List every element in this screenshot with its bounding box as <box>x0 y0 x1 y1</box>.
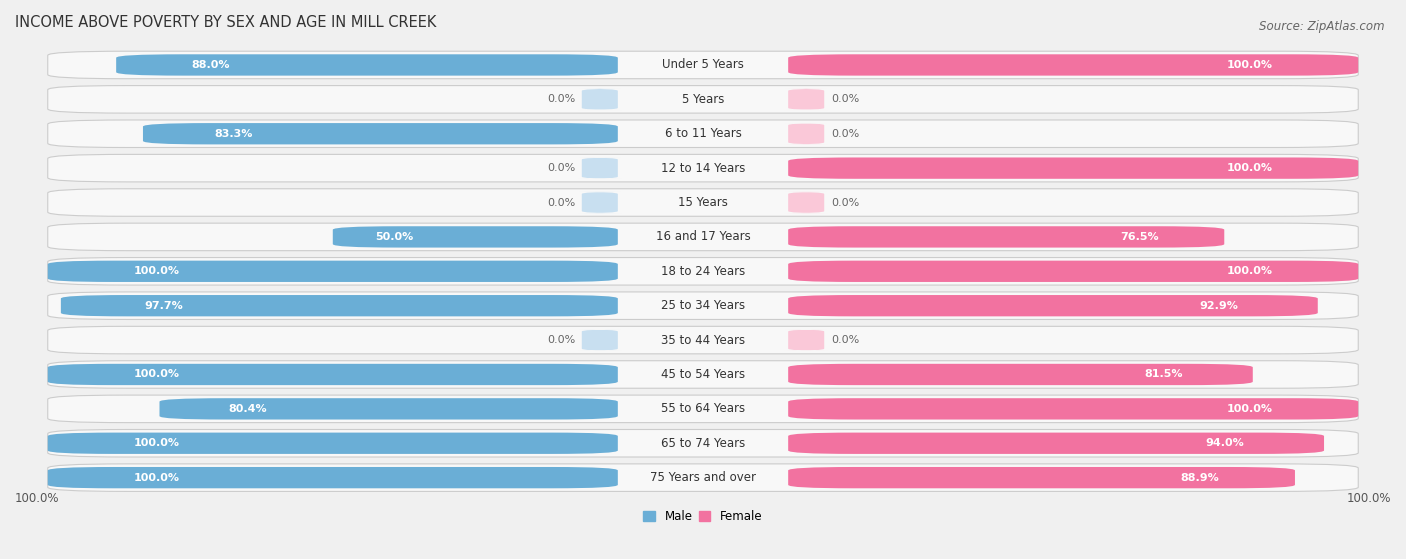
Text: 35 to 44 Years: 35 to 44 Years <box>661 334 745 347</box>
Text: 100.0%: 100.0% <box>1226 266 1272 276</box>
FancyBboxPatch shape <box>60 295 617 316</box>
FancyBboxPatch shape <box>789 467 1295 489</box>
FancyBboxPatch shape <box>785 192 828 213</box>
Text: 97.7%: 97.7% <box>145 301 183 311</box>
FancyBboxPatch shape <box>578 192 621 213</box>
Text: 88.0%: 88.0% <box>191 60 231 70</box>
FancyBboxPatch shape <box>789 364 1253 385</box>
FancyBboxPatch shape <box>48 189 1358 216</box>
Text: 81.5%: 81.5% <box>1144 369 1182 380</box>
FancyBboxPatch shape <box>578 329 621 350</box>
FancyBboxPatch shape <box>159 398 617 419</box>
Text: 6 to 11 Years: 6 to 11 Years <box>665 127 741 140</box>
FancyBboxPatch shape <box>117 54 617 75</box>
FancyBboxPatch shape <box>785 123 828 144</box>
Text: Under 5 Years: Under 5 Years <box>662 59 744 72</box>
Text: 12 to 14 Years: 12 to 14 Years <box>661 162 745 174</box>
FancyBboxPatch shape <box>48 260 617 282</box>
FancyBboxPatch shape <box>48 120 1358 148</box>
Text: 0.0%: 0.0% <box>831 335 859 345</box>
Text: 100.0%: 100.0% <box>134 266 180 276</box>
Text: 80.4%: 80.4% <box>228 404 267 414</box>
Text: 75 Years and over: 75 Years and over <box>650 471 756 484</box>
FancyBboxPatch shape <box>48 467 617 489</box>
Text: 76.5%: 76.5% <box>1121 232 1159 242</box>
Text: 55 to 64 Years: 55 to 64 Years <box>661 402 745 415</box>
Text: 83.3%: 83.3% <box>214 129 253 139</box>
Text: 5 Years: 5 Years <box>682 93 724 106</box>
FancyBboxPatch shape <box>143 123 617 144</box>
Text: 100.0%: 100.0% <box>1226 60 1272 70</box>
FancyBboxPatch shape <box>48 154 1358 182</box>
FancyBboxPatch shape <box>48 395 1358 423</box>
FancyBboxPatch shape <box>48 361 1358 389</box>
Text: 18 to 24 Years: 18 to 24 Years <box>661 265 745 278</box>
Text: 94.0%: 94.0% <box>1205 438 1244 448</box>
FancyBboxPatch shape <box>48 86 1358 113</box>
Text: 100.0%: 100.0% <box>15 492 59 505</box>
FancyBboxPatch shape <box>578 158 621 179</box>
FancyBboxPatch shape <box>789 295 1317 316</box>
FancyBboxPatch shape <box>785 329 828 350</box>
Text: 100.0%: 100.0% <box>134 473 180 482</box>
FancyBboxPatch shape <box>48 258 1358 285</box>
Text: 0.0%: 0.0% <box>547 197 575 207</box>
FancyBboxPatch shape <box>48 364 617 385</box>
Text: 0.0%: 0.0% <box>831 197 859 207</box>
FancyBboxPatch shape <box>48 292 1358 319</box>
Text: 88.9%: 88.9% <box>1180 473 1219 482</box>
Text: 15 Years: 15 Years <box>678 196 728 209</box>
Text: 0.0%: 0.0% <box>547 163 575 173</box>
Text: 0.0%: 0.0% <box>547 94 575 105</box>
Text: 92.9%: 92.9% <box>1199 301 1239 311</box>
FancyBboxPatch shape <box>48 326 1358 354</box>
FancyBboxPatch shape <box>789 260 1358 282</box>
FancyBboxPatch shape <box>789 433 1324 454</box>
Text: 0.0%: 0.0% <box>831 94 859 105</box>
Text: 0.0%: 0.0% <box>831 129 859 139</box>
FancyBboxPatch shape <box>789 398 1358 419</box>
FancyBboxPatch shape <box>48 223 1358 250</box>
FancyBboxPatch shape <box>785 89 828 110</box>
FancyBboxPatch shape <box>48 464 1358 491</box>
FancyBboxPatch shape <box>789 158 1358 179</box>
Text: 65 to 74 Years: 65 to 74 Years <box>661 437 745 450</box>
Text: 100.0%: 100.0% <box>1347 492 1391 505</box>
Text: 100.0%: 100.0% <box>134 369 180 380</box>
Text: 100.0%: 100.0% <box>1226 404 1272 414</box>
Text: Source: ZipAtlas.com: Source: ZipAtlas.com <box>1260 20 1385 32</box>
FancyBboxPatch shape <box>48 433 617 454</box>
Text: 50.0%: 50.0% <box>375 232 413 242</box>
FancyBboxPatch shape <box>789 226 1225 248</box>
Text: 0.0%: 0.0% <box>547 335 575 345</box>
Text: 16 and 17 Years: 16 and 17 Years <box>655 230 751 243</box>
Text: 100.0%: 100.0% <box>134 438 180 448</box>
Text: 25 to 34 Years: 25 to 34 Years <box>661 299 745 312</box>
FancyBboxPatch shape <box>578 89 621 110</box>
FancyBboxPatch shape <box>333 226 617 248</box>
Legend: Male, Female: Male, Female <box>644 510 762 523</box>
Text: 100.0%: 100.0% <box>1226 163 1272 173</box>
Text: 45 to 54 Years: 45 to 54 Years <box>661 368 745 381</box>
FancyBboxPatch shape <box>48 51 1358 79</box>
FancyBboxPatch shape <box>48 429 1358 457</box>
Text: INCOME ABOVE POVERTY BY SEX AND AGE IN MILL CREEK: INCOME ABOVE POVERTY BY SEX AND AGE IN M… <box>15 15 436 30</box>
FancyBboxPatch shape <box>789 54 1358 75</box>
